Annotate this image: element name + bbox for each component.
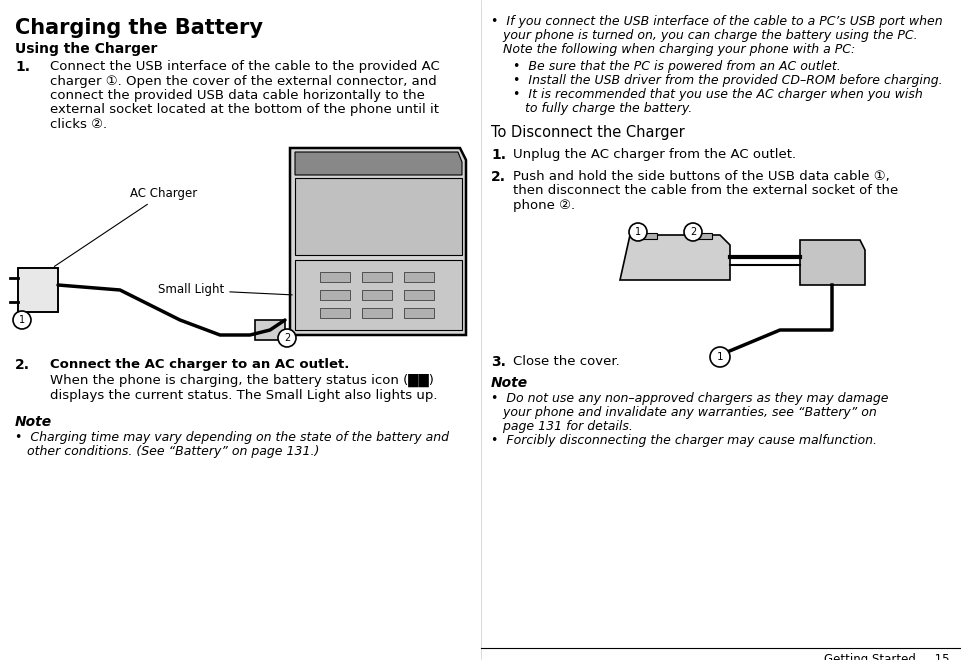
Text: •  If you connect the USB interface of the cable to a PC’s USB port when: • If you connect the USB interface of th… (490, 15, 942, 28)
Text: •  Forcibly disconnecting the charger may cause malfunction.: • Forcibly disconnecting the charger may… (490, 434, 876, 447)
Polygon shape (295, 152, 461, 175)
Text: 2.: 2. (490, 170, 505, 184)
Polygon shape (404, 290, 433, 300)
Text: 2: 2 (689, 227, 696, 237)
Polygon shape (689, 233, 711, 239)
Text: clicks ②.: clicks ②. (50, 118, 107, 131)
Text: Using the Charger: Using the Charger (15, 42, 158, 56)
Text: phone ②.: phone ②. (512, 199, 575, 212)
Text: •  Do not use any non–approved chargers as they may damage: • Do not use any non–approved chargers a… (490, 392, 888, 405)
Polygon shape (320, 290, 350, 300)
Text: •  Charging time may vary depending on the state of the battery and: • Charging time may vary depending on th… (15, 431, 449, 444)
Text: displays the current status. The Small Light also lights up.: displays the current status. The Small L… (50, 389, 437, 401)
Text: charger ①. Open the cover of the external connector, and: charger ①. Open the cover of the externa… (50, 75, 436, 88)
Text: 1: 1 (634, 227, 640, 237)
Text: Small Light: Small Light (158, 284, 292, 296)
Text: 2.: 2. (15, 358, 30, 372)
Text: page 131 for details.: page 131 for details. (490, 420, 632, 433)
Text: 1.: 1. (15, 60, 30, 74)
Text: •  Install the USB driver from the provided CD–ROM before charging.: • Install the USB driver from the provid… (512, 74, 942, 87)
Text: When the phone is charging, the battery status icon (██): When the phone is charging, the battery … (50, 374, 433, 387)
Text: Getting Started     15: Getting Started 15 (824, 653, 949, 660)
Text: 3.: 3. (490, 355, 505, 369)
Text: Note the following when charging your phone with a PC:: Note the following when charging your ph… (490, 43, 854, 56)
Text: 2: 2 (283, 333, 290, 343)
Text: AC Charger: AC Charger (54, 187, 197, 267)
Circle shape (709, 347, 729, 367)
Polygon shape (255, 320, 284, 340)
Text: 1: 1 (716, 352, 723, 362)
Text: your phone and invalidate any warranties, see “Battery” on: your phone and invalidate any warranties… (490, 406, 875, 419)
Polygon shape (361, 308, 391, 318)
Polygon shape (619, 235, 729, 280)
Polygon shape (404, 272, 433, 282)
Polygon shape (320, 272, 350, 282)
Text: other conditions. (See “Battery” on page 131.): other conditions. (See “Battery” on page… (15, 446, 319, 459)
Circle shape (628, 223, 647, 241)
Polygon shape (295, 178, 461, 255)
Text: Connect the USB interface of the cable to the provided AC: Connect the USB interface of the cable t… (50, 60, 439, 73)
Text: Connect the AC charger to an AC outlet.: Connect the AC charger to an AC outlet. (50, 358, 349, 371)
Text: to fully charge the battery.: to fully charge the battery. (512, 102, 692, 115)
Circle shape (13, 311, 31, 329)
Text: external socket located at the bottom of the phone until it: external socket located at the bottom of… (50, 104, 438, 117)
Text: then disconnect the cable from the external socket of the: then disconnect the cable from the exter… (512, 185, 898, 197)
Polygon shape (320, 308, 350, 318)
Text: your phone is turned on, you can charge the battery using the PC.: your phone is turned on, you can charge … (490, 29, 917, 42)
Text: Charging the Battery: Charging the Battery (15, 18, 262, 38)
Text: To Disconnect the Charger: To Disconnect the Charger (490, 125, 684, 140)
Text: Unplug the AC charger from the AC outlet.: Unplug the AC charger from the AC outlet… (512, 148, 796, 161)
Text: Note: Note (15, 415, 52, 429)
Polygon shape (634, 233, 656, 239)
Text: Note: Note (490, 376, 528, 390)
Polygon shape (295, 260, 461, 330)
Circle shape (278, 329, 296, 347)
Polygon shape (289, 148, 465, 335)
Polygon shape (800, 240, 864, 285)
Circle shape (683, 223, 702, 241)
Text: Close the cover.: Close the cover. (512, 355, 619, 368)
Polygon shape (361, 290, 391, 300)
Text: •  It is recommended that you use the AC charger when you wish: • It is recommended that you use the AC … (512, 88, 922, 101)
Text: connect the provided USB data cable horizontally to the: connect the provided USB data cable hori… (50, 89, 425, 102)
Polygon shape (404, 308, 433, 318)
Text: •  Be sure that the PC is powered from an AC outlet.: • Be sure that the PC is powered from an… (512, 60, 840, 73)
Text: 1.: 1. (490, 148, 505, 162)
Text: 1: 1 (19, 315, 25, 325)
Polygon shape (18, 268, 58, 312)
Text: Push and hold the side buttons of the USB data cable ①,: Push and hold the side buttons of the US… (512, 170, 889, 183)
Polygon shape (361, 272, 391, 282)
